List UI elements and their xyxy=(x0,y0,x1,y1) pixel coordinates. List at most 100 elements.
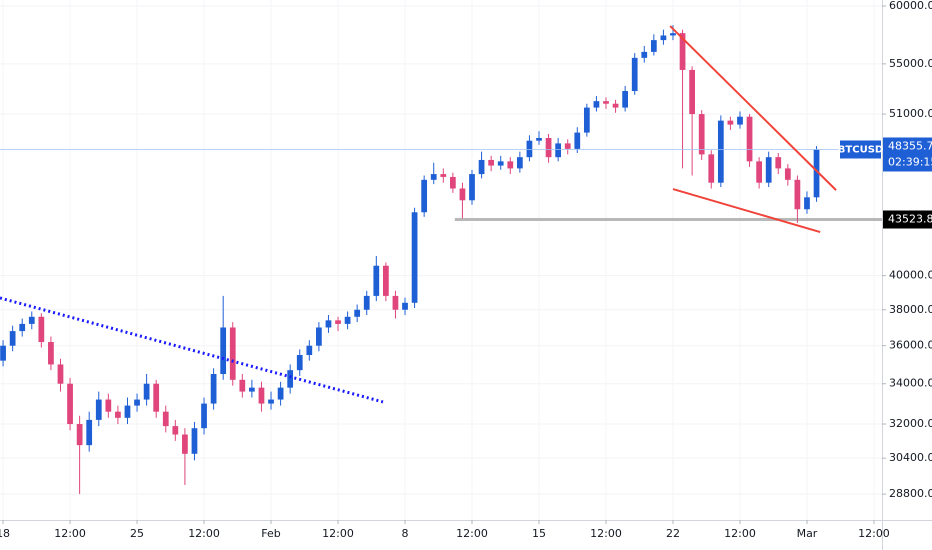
candle-body xyxy=(344,316,351,324)
candle-body xyxy=(363,295,370,310)
candle-body xyxy=(478,159,485,175)
y-tick-label: 60000.0 xyxy=(889,0,932,12)
candle-body xyxy=(9,331,16,346)
candle-body xyxy=(19,323,26,332)
x-tick-label: 12:00 xyxy=(322,527,354,540)
candle-body xyxy=(411,212,418,303)
candle-body xyxy=(516,157,523,169)
x-tick-label: 12:00 xyxy=(590,527,622,540)
last-price-label: 48355.7 xyxy=(888,139,932,152)
candle-body xyxy=(631,57,638,92)
x-tick-label: 18 xyxy=(0,527,10,540)
y-tick-label: 40000.0 xyxy=(889,269,932,282)
y-tick-label: 51000.0 xyxy=(889,107,932,120)
y-tick-label: 55000.0 xyxy=(889,57,932,70)
candle-body xyxy=(784,168,791,180)
y-tick-label: 36000.0 xyxy=(889,339,932,352)
candle-body xyxy=(679,33,686,70)
candle-body xyxy=(612,103,619,108)
candle-body xyxy=(603,101,609,104)
candle-body xyxy=(38,316,45,343)
candle-body xyxy=(727,120,734,125)
candle-body xyxy=(756,161,762,183)
candle-body xyxy=(316,327,322,346)
candle-body xyxy=(794,179,801,210)
trend-line xyxy=(669,25,837,191)
candle-body xyxy=(689,69,695,115)
candle-body xyxy=(325,320,332,328)
candle-body xyxy=(306,345,313,356)
candle-body xyxy=(258,387,265,404)
candle-body xyxy=(383,265,389,296)
candle-body xyxy=(28,316,35,324)
candle-body xyxy=(67,383,73,425)
candle-body xyxy=(296,355,303,371)
candle-body xyxy=(746,116,753,162)
candle-body xyxy=(354,309,361,317)
price-line-label: 43523.8 xyxy=(888,212,932,225)
symbol-label-box xyxy=(840,140,881,159)
candle-body xyxy=(0,345,6,361)
candle-body xyxy=(105,399,112,412)
candle-body xyxy=(115,411,121,418)
candle-body xyxy=(86,419,93,446)
candle-body xyxy=(583,107,590,133)
y-tick-label: 28800.0 xyxy=(889,487,932,500)
candle-body xyxy=(650,40,657,52)
x-tick-label: Feb xyxy=(261,527,280,540)
candle-body xyxy=(670,33,676,36)
candle-body xyxy=(134,399,140,406)
candle-body xyxy=(737,116,743,125)
candle-body xyxy=(449,176,456,189)
candle-body xyxy=(660,35,667,41)
candle-body xyxy=(564,143,571,149)
trend-line xyxy=(0,296,384,404)
candle-body xyxy=(497,161,504,166)
candle-body xyxy=(182,434,188,454)
x-tick-label: 25 xyxy=(130,527,144,540)
x-tick-label: 12:00 xyxy=(456,527,488,540)
candle-body xyxy=(335,320,341,324)
candle-body xyxy=(698,114,705,155)
candle-body xyxy=(469,174,475,201)
x-tick-label: 12:00 xyxy=(54,527,86,540)
candle-body xyxy=(172,426,179,435)
y-tick-label: 38000.0 xyxy=(889,303,932,316)
x-tick-label: 12:00 xyxy=(188,527,220,540)
candle-body xyxy=(574,132,581,149)
x-tick-label: Mar xyxy=(797,527,818,540)
candle-body xyxy=(392,295,399,310)
candle-body xyxy=(229,327,236,380)
price-line-label-box xyxy=(883,210,932,229)
candle-body xyxy=(191,428,198,454)
candle-body xyxy=(622,91,629,108)
candle-body xyxy=(287,370,294,388)
candle-body xyxy=(804,197,810,210)
candle-body xyxy=(775,157,782,169)
x-tick-label: 22 xyxy=(666,527,680,540)
candle-body xyxy=(277,387,284,400)
candle-body xyxy=(526,140,533,158)
candle-body xyxy=(555,143,562,158)
candle-body xyxy=(268,399,274,404)
candle-body xyxy=(765,157,772,183)
candle-body xyxy=(57,364,64,384)
candle-body xyxy=(641,51,648,58)
candle-body xyxy=(708,154,715,183)
candle-body xyxy=(249,387,255,392)
x-tick-label: 8 xyxy=(402,527,409,540)
candle-body xyxy=(210,374,217,404)
candle-body xyxy=(162,411,169,427)
candle-body xyxy=(201,403,207,429)
last-price-box xyxy=(883,137,932,172)
candle-body xyxy=(76,424,83,446)
candle-body xyxy=(459,188,466,201)
countdown-label: 02:39:15 xyxy=(888,155,932,168)
candle-body xyxy=(421,179,428,213)
candle-body xyxy=(430,174,437,180)
y-tick-label: 34000.0 xyxy=(889,377,932,390)
candle-body xyxy=(95,399,102,420)
candle-body xyxy=(488,159,495,166)
candle-body xyxy=(220,327,227,375)
candle-body xyxy=(717,120,724,183)
